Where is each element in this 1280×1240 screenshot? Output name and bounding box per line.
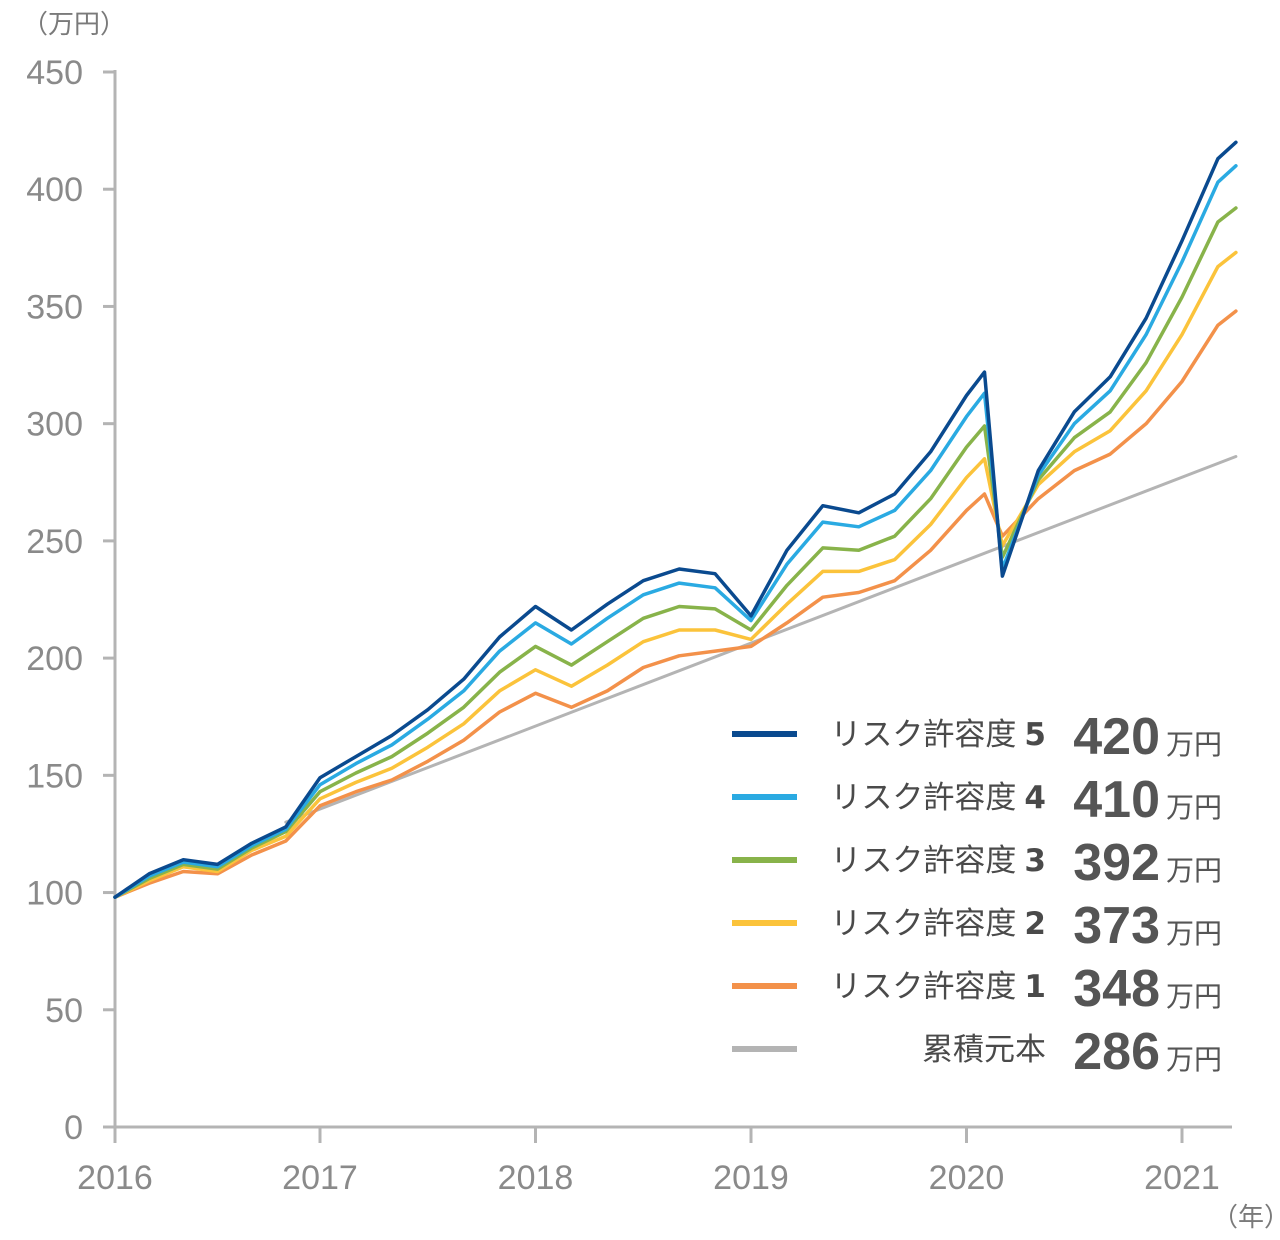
y-axis-unit-label: （万円）: [22, 10, 126, 40]
legend-unit: 万円: [1166, 791, 1222, 824]
legend-item: リスク許容度 2 373 万円: [732, 897, 1222, 955]
y-tick-label: 350: [26, 288, 83, 326]
x-tick-label: 2018: [498, 1159, 574, 1197]
legend-value: 348: [1073, 960, 1160, 1018]
legend-label: リスク許容度 1: [830, 969, 1046, 1005]
series-line-risk-4: [113, 164, 1238, 899]
y-tick-label: 50: [45, 992, 83, 1030]
legend-item: リスク許容度 3 392 万円: [732, 834, 1222, 892]
x-tick-label: 2016: [77, 1159, 153, 1197]
x-tick-label: 2019: [713, 1159, 789, 1197]
y-tick-label: 250: [26, 523, 83, 561]
y-tick-label: 150: [26, 757, 83, 795]
legend-label: リスク許容度 5: [830, 717, 1046, 753]
legend-value: 286: [1073, 1023, 1160, 1081]
x-axis-unit-label: （年）: [1212, 1203, 1280, 1233]
legend-item: リスク許容度 4 410 万円: [732, 771, 1222, 829]
y-axis-ticks: 0 50 100 150 200 250 300 350 400 450: [26, 54, 115, 1147]
y-tick-label: 100: [26, 875, 83, 913]
legend-value: 420: [1073, 708, 1160, 766]
legend-level: 2: [1024, 906, 1046, 942]
legend-label: リスク許容度 3: [830, 843, 1046, 879]
legend-label: 累積元本: [922, 1032, 1046, 1068]
x-tick-label: 2020: [929, 1159, 1005, 1197]
x-tick-label: 2021: [1144, 1159, 1220, 1197]
legend-value: 373: [1073, 897, 1160, 955]
legend-unit: 万円: [1166, 980, 1222, 1013]
legend-value: 392: [1073, 834, 1160, 892]
y-tick-label: 300: [26, 406, 83, 444]
legend-level: 3: [1024, 843, 1046, 879]
legend-level: 5: [1024, 717, 1046, 753]
series-line-risk-2: [113, 250, 1238, 899]
legend-item: 累積元本 286 万円: [732, 1023, 1222, 1081]
legend-unit: 万円: [1166, 917, 1222, 950]
y-tick-label: 0: [64, 1109, 83, 1147]
y-tick-label: 200: [26, 640, 83, 678]
legend-label: リスク許容度 4: [830, 780, 1046, 816]
legend-level: 4: [1024, 780, 1046, 816]
legend-unit: 万円: [1166, 728, 1222, 761]
x-tick-label: 2017: [282, 1159, 358, 1197]
legend-unit: 万円: [1166, 854, 1222, 887]
legend-label: リスク許容度 2: [830, 906, 1046, 942]
legend-level: 1: [1024, 969, 1046, 1005]
x-axis-ticks: 2016 2017 2018 2019 2020 2021: [77, 1127, 1220, 1197]
legend-value: 410: [1073, 771, 1160, 829]
legend-item: リスク許容度 5 420 万円: [732, 708, 1222, 766]
legend-item: リスク許容度 1 348 万円: [732, 960, 1222, 1018]
series-line-risk-1: [113, 309, 1238, 899]
series-line-risk-3: [113, 206, 1238, 899]
y-tick-label: 450: [26, 54, 83, 92]
series-lines: [113, 140, 1238, 899]
legend-unit: 万円: [1166, 1043, 1222, 1076]
y-tick-label: 400: [26, 171, 83, 209]
series-line-risk-5: [113, 140, 1238, 899]
